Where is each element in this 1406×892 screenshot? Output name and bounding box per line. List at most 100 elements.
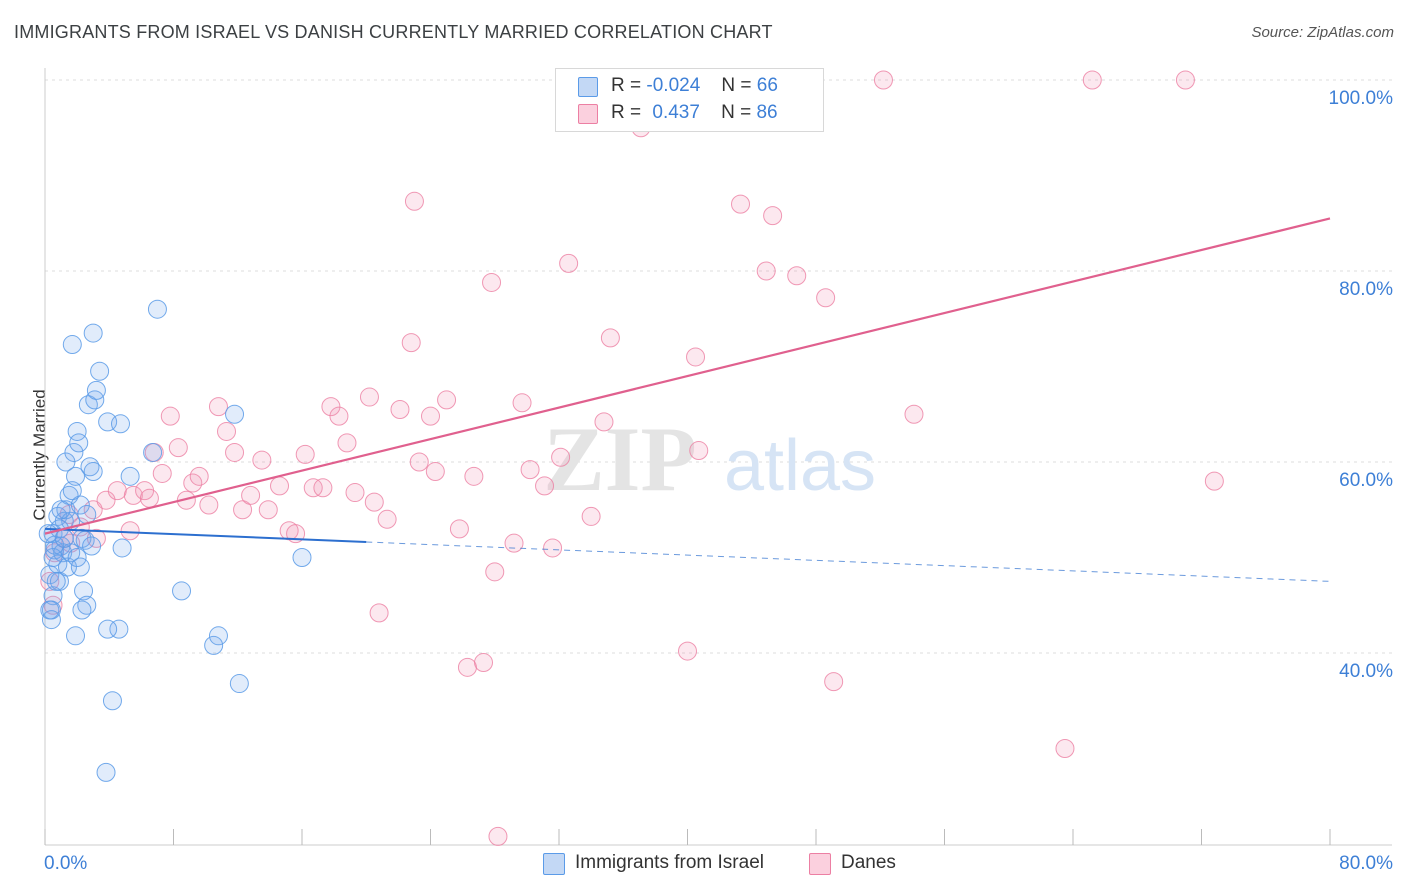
watermark-zip: ZIP xyxy=(543,408,696,510)
danes-trend-line xyxy=(44,217,1331,535)
israel-trend-solid xyxy=(44,527,367,543)
danes-point xyxy=(168,438,188,458)
danes-point xyxy=(390,399,410,419)
watermark: ZIP atlas xyxy=(543,408,876,510)
danes-point xyxy=(217,421,237,441)
danes-point xyxy=(401,333,421,353)
legend-israel-r-value: -0.024 xyxy=(646,75,701,96)
danes-point xyxy=(464,466,484,486)
danes-point xyxy=(152,463,172,483)
danes-point xyxy=(321,397,341,417)
israel-point xyxy=(98,619,118,639)
israel-point xyxy=(204,635,224,655)
legend-danes-r-label: R = xyxy=(611,102,642,123)
israel-point xyxy=(85,390,105,410)
danes-point xyxy=(756,261,776,281)
israel-point xyxy=(41,610,61,630)
danes-point xyxy=(594,412,614,432)
danes-point xyxy=(270,476,290,496)
x-tick-label: 0.0% xyxy=(44,853,87,874)
legend-danes-n-label: N = xyxy=(721,102,752,123)
danes-point xyxy=(763,206,783,226)
danes-point xyxy=(474,653,494,673)
israel-point xyxy=(70,557,90,577)
israel-point xyxy=(69,433,89,453)
israel-point xyxy=(54,528,74,548)
danes-point xyxy=(449,519,469,539)
legend-danes-r-value: 0.437 xyxy=(652,102,700,123)
y-tick-label: 40.0% xyxy=(1339,661,1393,682)
danes-point xyxy=(241,485,261,505)
danes-point xyxy=(107,481,127,501)
israel-point xyxy=(90,361,110,381)
israel-point xyxy=(66,626,86,646)
danes-point xyxy=(225,442,245,462)
danes-point xyxy=(520,460,540,480)
israel-point xyxy=(86,380,106,400)
israel-point xyxy=(45,535,65,555)
chart-title: IMMIGRANTS FROM ISRAEL VS DANISH CURRENT… xyxy=(14,22,773,42)
danes-point xyxy=(731,194,751,214)
israel-point xyxy=(40,600,60,620)
correlation-legend: R = -0.024 N = 66 R = 0.437 N = 86 xyxy=(555,68,824,132)
danes-point xyxy=(409,452,429,472)
danes-point xyxy=(504,533,524,553)
legend-swatch-israel xyxy=(578,77,598,97)
danes-points xyxy=(40,70,1224,846)
israel-point xyxy=(56,500,76,520)
israel-point xyxy=(147,299,167,319)
israel-point xyxy=(102,691,122,711)
tick-labels: 100.0% 80.0% 60.0% 40.0% 0.0% 80.0% xyxy=(44,88,1393,874)
danes-point xyxy=(199,495,219,515)
danes-point xyxy=(787,266,807,286)
israel-point xyxy=(46,571,66,591)
danes-point xyxy=(437,390,457,410)
bottom-legend-swatch-danes xyxy=(809,853,831,875)
danes-point xyxy=(303,478,323,498)
israel-trend-dashed xyxy=(366,541,1331,582)
danes-point xyxy=(559,253,579,273)
legend-danes-n-value: 86 xyxy=(756,102,778,123)
israel-point xyxy=(43,586,63,606)
israel-point xyxy=(225,404,245,424)
israel-point xyxy=(82,536,102,556)
israel-point xyxy=(62,335,82,355)
danes-point xyxy=(904,404,924,424)
danes-point xyxy=(1175,70,1195,90)
axes xyxy=(44,68,1392,846)
israel-point xyxy=(83,462,103,482)
israel-point xyxy=(72,600,92,620)
danes-point xyxy=(233,500,253,520)
bottom-legend-swatch-israel xyxy=(543,853,565,875)
israel-point xyxy=(208,626,228,646)
danes-point xyxy=(581,506,601,526)
danes-point xyxy=(345,483,365,503)
danes-point xyxy=(873,70,893,90)
israel-point xyxy=(66,466,86,486)
danes-point xyxy=(1055,739,1075,758)
danes-point xyxy=(686,347,706,367)
danes-point xyxy=(364,492,384,512)
danes-point xyxy=(123,485,143,505)
legend-israel-n-value: 66 xyxy=(756,75,778,96)
danes-point xyxy=(377,509,397,529)
danes-point xyxy=(189,466,209,486)
danes-point xyxy=(488,826,508,846)
danes-point xyxy=(543,538,563,558)
danes-point xyxy=(258,500,278,520)
bottom-legend-label-danes: Danes xyxy=(841,852,896,873)
legend-swatch-danes xyxy=(578,104,598,124)
y-tick-label: 100.0% xyxy=(1329,88,1394,109)
israel-point xyxy=(51,500,71,520)
danes-point xyxy=(313,478,333,498)
danes-point xyxy=(1082,70,1102,90)
israel-point xyxy=(143,442,163,462)
israel-point xyxy=(51,536,71,556)
danes-point xyxy=(678,641,697,661)
israel-point xyxy=(96,762,116,782)
legend-israel-n-label: N = xyxy=(721,75,752,96)
israel-point xyxy=(120,466,140,486)
danes-point xyxy=(535,476,555,496)
danes-point xyxy=(816,288,836,308)
